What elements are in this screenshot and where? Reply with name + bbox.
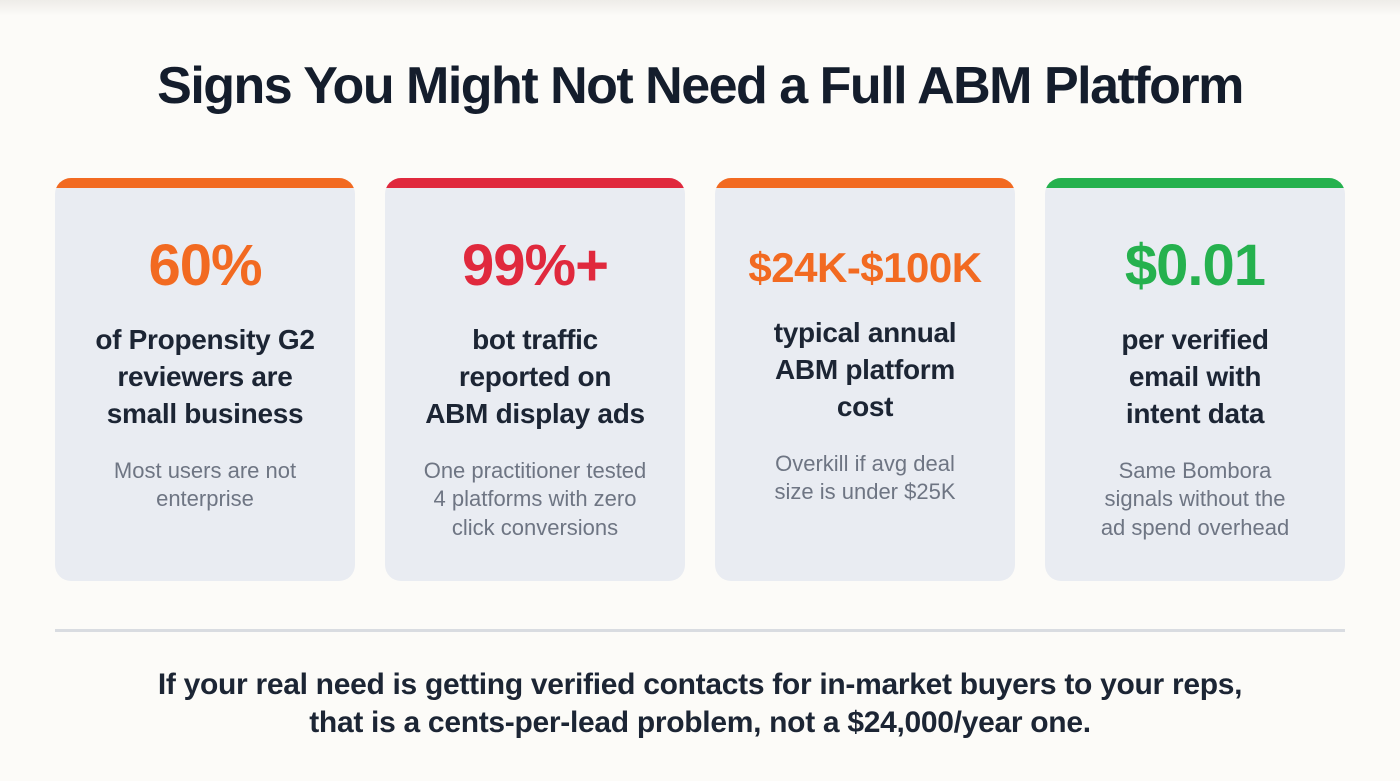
stat-subtext: Most users are not enterprise: [113, 457, 297, 512]
stat-value: 60%: [148, 233, 262, 298]
stat-value: $0.01: [1124, 233, 1266, 298]
stat-cards-row: 60% of Propensity G2 reviewers are small…: [55, 178, 1345, 581]
stat-value: $24K-$100K: [748, 244, 982, 291]
stat-heading: bot traffic reported on ABM display ads: [425, 324, 645, 430]
stat-value: 99%+: [462, 233, 609, 298]
stat-heading: of Propensity G2 reviewers are small bus…: [95, 324, 315, 430]
stat-card-platform-cost: $24K-$100K typical annual ABM platform c…: [715, 178, 1015, 581]
card-accent-bar: [385, 178, 685, 188]
stat-heading: typical annual ABM platform cost: [773, 317, 957, 423]
page-title: Signs You Might Not Need a Full ABM Plat…: [157, 57, 1244, 115]
stat-subtext: Same Bombora signals without the ad spen…: [1100, 457, 1290, 540]
card-accent-bar: [715, 178, 1015, 188]
divider: [55, 629, 1345, 632]
stat-card-verified-email: $0.01 per verified email with intent dat…: [1045, 178, 1345, 581]
footer-takeaway-text: If your real need is getting verified co…: [157, 668, 1243, 739]
stat-subtext: Overkill if avg deal size is under $25K: [774, 450, 956, 505]
stat-heading: per verified email with intent data: [1121, 324, 1269, 430]
stat-subtext: One practitioner tested 4 platforms with…: [423, 457, 647, 540]
card-accent-bar: [1045, 178, 1345, 188]
stat-card-bot-traffic: 99%+ bot traffic reported on ABM display…: [385, 178, 685, 581]
stat-card-g2-reviewers: 60% of Propensity G2 reviewers are small…: [55, 178, 355, 581]
card-accent-bar: [55, 178, 355, 188]
